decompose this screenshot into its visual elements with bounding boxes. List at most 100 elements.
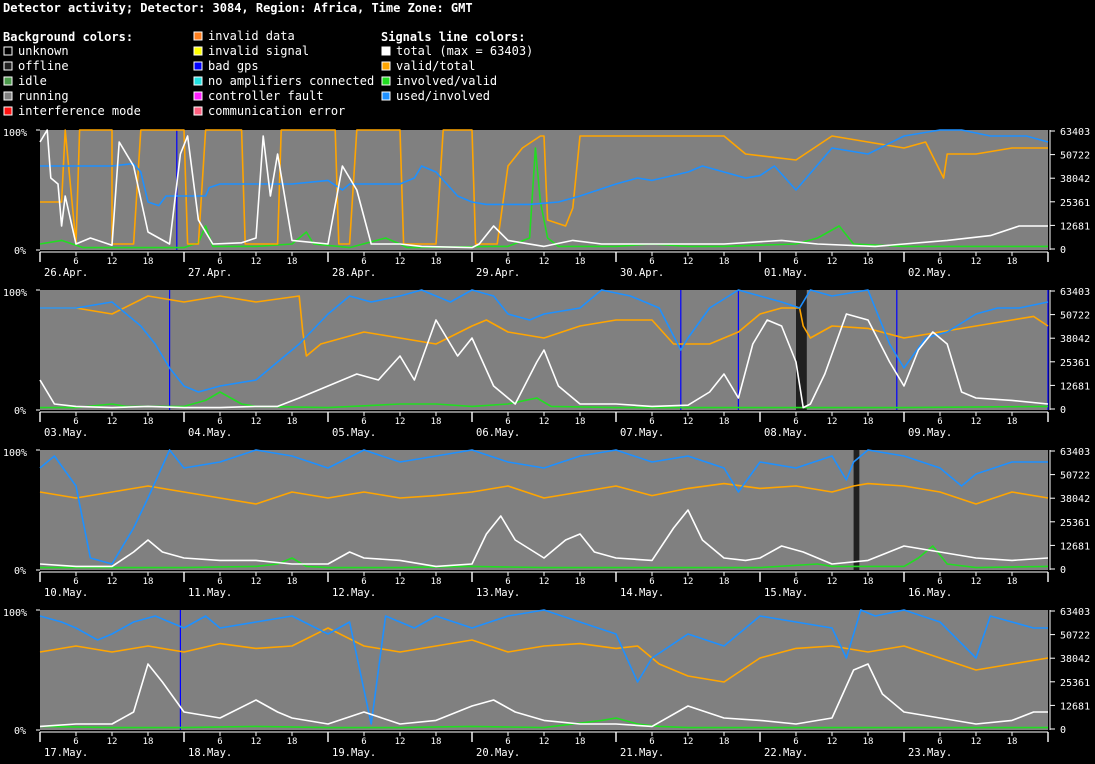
right-tick-label: 38042 xyxy=(1060,494,1090,505)
right-tick-label: 63403 xyxy=(1060,127,1090,138)
hour-tick-label: 18 xyxy=(719,417,730,427)
hour-tick-label: 6 xyxy=(73,417,78,427)
day-label: 17.May. xyxy=(44,747,88,759)
hour-tick-label: 18 xyxy=(863,417,874,427)
hour-tick-label: 12 xyxy=(395,417,406,427)
series-line-valid-total xyxy=(39,627,1049,683)
legend-label-signal-0: total (max = 63403) xyxy=(396,44,533,58)
right-tick-label: 63403 xyxy=(1060,287,1090,298)
series-line-total xyxy=(39,509,1049,568)
legend-label-background-5: invalid data xyxy=(208,29,295,43)
hour-tick-label: 18 xyxy=(575,257,586,267)
panel-4: 100% 0% 63403 50722 38042 25361 12681 0 6 12 18 6 12… xyxy=(3,607,1090,759)
hour-tick-label: 12 xyxy=(683,737,694,747)
hour-tick-label: 12 xyxy=(539,577,550,587)
hour-tick-label: 18 xyxy=(863,257,874,267)
offline-band-0 xyxy=(853,450,860,570)
hour-tick-label: 12 xyxy=(683,257,694,267)
hour-tick-label: 12 xyxy=(539,417,550,427)
hour-tick-label: 6 xyxy=(73,737,78,747)
legend-heading-background: Background colors: xyxy=(3,30,133,44)
hour-tick-label: 12 xyxy=(395,737,406,747)
left-tick-bottom: 0% xyxy=(14,406,26,417)
hour-tick-label: 18 xyxy=(287,577,298,587)
hour-tick-label: 6 xyxy=(937,577,942,587)
right-tick-label: 12681 xyxy=(1060,221,1090,232)
series-line-used-involved xyxy=(40,129,1049,207)
right-tick-label: 63403 xyxy=(1060,607,1090,618)
left-tick-top: 100% xyxy=(3,288,27,299)
hour-tick-label: 12 xyxy=(827,417,838,427)
offline-band-0 xyxy=(796,290,807,410)
hour-tick-label: 6 xyxy=(937,257,942,267)
legend-signal-swatch-2 xyxy=(381,76,391,86)
chart-title: Detector activity; Detector: 3084, Regio… xyxy=(3,1,473,15)
hour-tick-label: 12 xyxy=(251,417,262,427)
hour-tick-label: 12 xyxy=(683,577,694,587)
hour-tick-label: 12 xyxy=(683,417,694,427)
left-tick-bottom: 0% xyxy=(14,246,26,257)
day-label: 04.May. xyxy=(188,427,232,439)
day-label: 16.May. xyxy=(908,587,952,599)
left-tick-top: 100% xyxy=(3,448,27,459)
hour-tick-label: 18 xyxy=(575,737,586,747)
hour-tick-label: 18 xyxy=(719,577,730,587)
series-line-valid-total xyxy=(39,482,1049,505)
series-line-used-involved xyxy=(39,449,1048,565)
legend-label-signal-1: valid/total xyxy=(396,59,475,73)
series-line-valid-total xyxy=(40,295,1049,357)
right-tick-label: 0 xyxy=(1060,405,1066,416)
day-label: 11.May. xyxy=(188,587,232,599)
hour-tick-label: 12 xyxy=(971,577,982,587)
hour-tick-label: 18 xyxy=(1007,257,1018,267)
right-tick-label: 25361 xyxy=(1060,518,1090,529)
hour-tick-label: 6 xyxy=(505,417,510,427)
hour-tick-label: 6 xyxy=(649,577,654,587)
panel-background-running xyxy=(40,450,1048,570)
hour-tick-label: 18 xyxy=(431,257,442,267)
hour-tick-label: 6 xyxy=(649,417,654,427)
day-label: 05.May. xyxy=(332,427,376,439)
left-tick-bottom: 0% xyxy=(14,566,26,577)
hour-tick-label: 6 xyxy=(217,737,222,747)
series-line-used-involved xyxy=(40,289,1049,393)
hour-tick-label: 12 xyxy=(251,577,262,587)
day-label: 15.May. xyxy=(764,587,808,599)
legend-signal-swatch-0 xyxy=(381,46,391,56)
hour-tick-label: 18 xyxy=(287,417,298,427)
legend: Background colors: Signals line colors: un… xyxy=(3,29,533,118)
day-label: 07.May. xyxy=(620,427,664,439)
hour-tick-label: 18 xyxy=(1007,577,1018,587)
hour-tick-label: 18 xyxy=(287,737,298,747)
right-tick-label: 50722 xyxy=(1060,151,1090,162)
day-label: 20.May. xyxy=(476,747,520,759)
day-label: 06.May. xyxy=(476,427,520,439)
legend-label-background-1: offline xyxy=(18,59,69,73)
day-label: 21.May. xyxy=(620,747,664,759)
day-label: 03.May. xyxy=(44,427,88,439)
left-tick-bottom: 0% xyxy=(14,726,26,737)
hour-tick-label: 6 xyxy=(793,257,798,267)
right-tick-label: 38042 xyxy=(1060,174,1090,185)
hour-tick-label: 6 xyxy=(649,737,654,747)
day-label: 22.May. xyxy=(764,747,808,759)
hour-tick-label: 18 xyxy=(143,737,154,747)
hour-tick-label: 18 xyxy=(575,577,586,587)
right-tick-label: 0 xyxy=(1060,565,1066,576)
day-label: 27.Apr. xyxy=(188,267,232,279)
right-tick-label: 25361 xyxy=(1060,198,1090,209)
hour-tick-label: 6 xyxy=(505,577,510,587)
right-tick-label: 12681 xyxy=(1060,541,1090,552)
hour-tick-label: 6 xyxy=(361,257,366,267)
day-label: 30.Apr. xyxy=(620,267,664,279)
day-label: 10.May. xyxy=(44,587,88,599)
hour-tick-label: 18 xyxy=(575,417,586,427)
hour-tick-label: 18 xyxy=(719,737,730,747)
hour-tick-label: 18 xyxy=(287,257,298,267)
right-tick-label: 0 xyxy=(1060,245,1066,256)
hour-tick-label: 18 xyxy=(863,737,874,747)
hour-tick-label: 12 xyxy=(395,577,406,587)
hour-tick-label: 6 xyxy=(73,257,78,267)
